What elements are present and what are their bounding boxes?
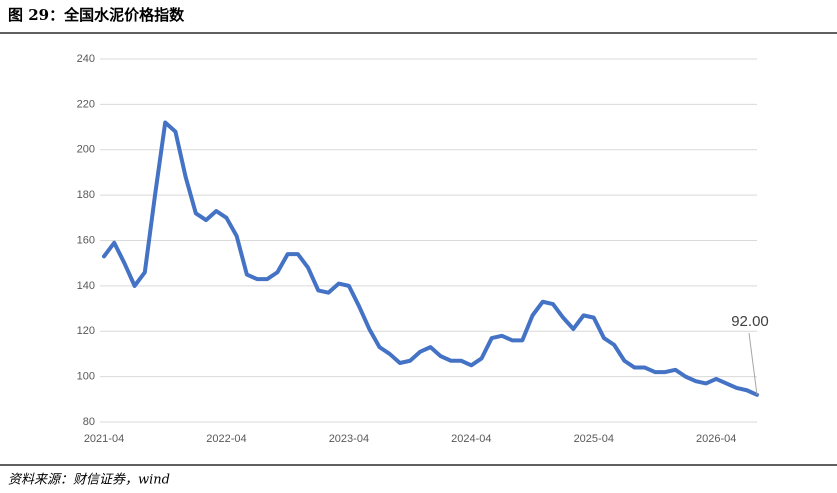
- chart-title: 图 29：全国水泥价格指数: [8, 6, 185, 24]
- y-tick-label: 140: [77, 280, 95, 292]
- y-tick-label: 160: [77, 234, 95, 246]
- x-tick-label: 2023-04: [329, 433, 369, 445]
- y-tick-label: 240: [77, 53, 95, 65]
- y-tick-label: 120: [77, 325, 95, 337]
- y-tick-label: 180: [77, 189, 95, 201]
- y-tick-label: 100: [77, 371, 95, 383]
- x-tick-label: 2022-04: [206, 433, 246, 445]
- y-tick-label: 80: [83, 416, 95, 428]
- x-tick-label: 2026-04: [696, 433, 736, 445]
- value-label: 92.00: [731, 313, 769, 330]
- source: 资料来源：财信证券，wind: [8, 473, 170, 488]
- x-tick-label: 2025-04: [574, 433, 614, 445]
- y-tick-label: 220: [77, 98, 95, 110]
- y-tick-label: 200: [77, 144, 95, 156]
- x-tick-label: 2021-04: [84, 433, 124, 445]
- data-line: [102, 120, 759, 397]
- label-leader: [748, 332, 758, 395]
- x-tick-label: 2024-04: [451, 433, 491, 445]
